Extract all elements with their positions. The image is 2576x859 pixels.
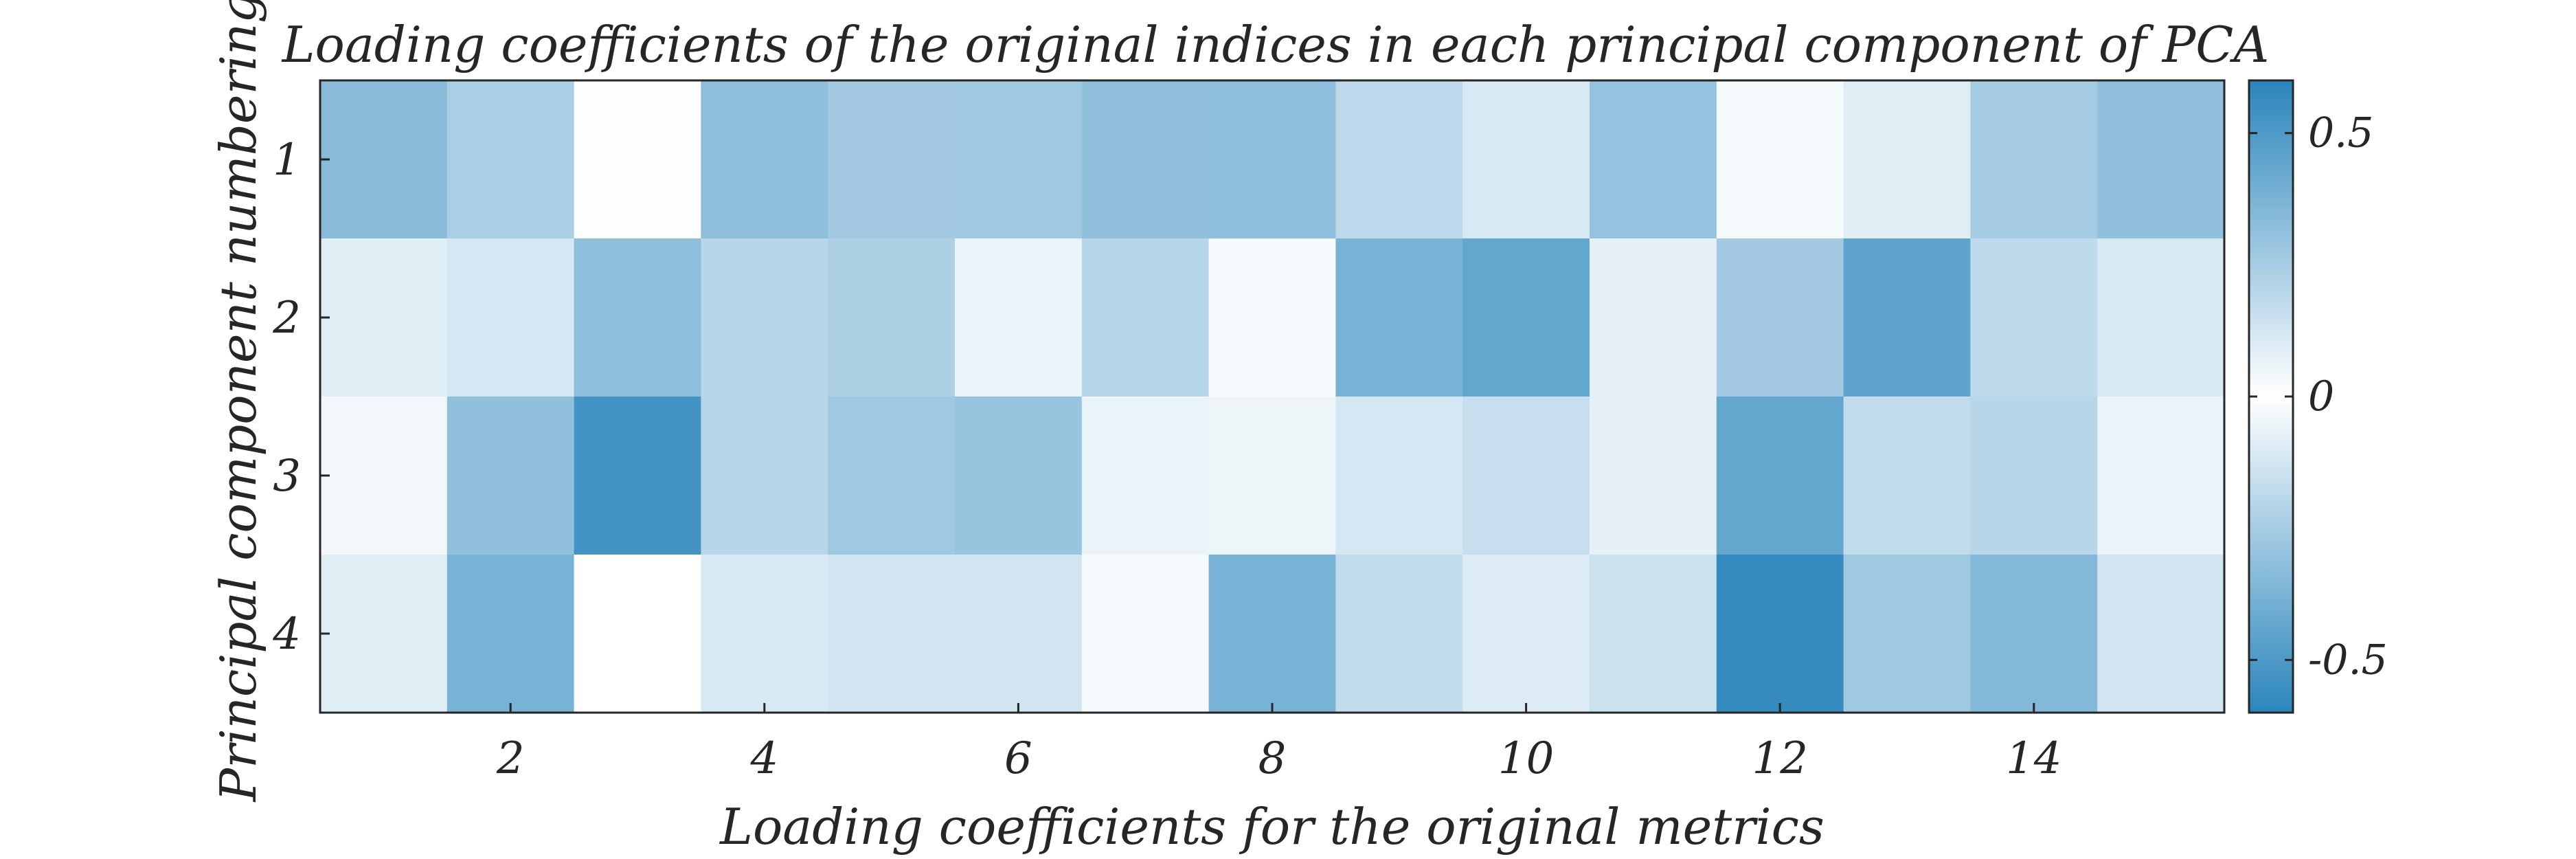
heatmap-cell-r4-c6 <box>955 555 1083 713</box>
heatmap-cell-r4-c10 <box>1462 555 1590 713</box>
heatmap-cell-r2-c5 <box>828 238 956 397</box>
heatmap-cell-r2-c4 <box>701 238 828 397</box>
heatmap-cell-r3-c5 <box>828 397 956 555</box>
heatmap-cell-r2-c15 <box>2097 238 2225 397</box>
x-tick-label: 10 <box>1498 733 1554 784</box>
heatmap-cell-r3-c2 <box>447 397 575 555</box>
heatmap-cell-r4-c15 <box>2097 555 2225 713</box>
heatmap-cell-r1-c15 <box>2097 80 2225 239</box>
x-tick-label: 12 <box>1752 733 1807 784</box>
heatmap-cell-r3-c15 <box>2097 397 2225 555</box>
heatmap-cell-r3-c14 <box>1970 397 2098 555</box>
heatmap-cell-r4-c14 <box>1970 555 2098 713</box>
heatmap-cell-r3-c12 <box>1716 397 1844 555</box>
heatmap-cell-r4-c7 <box>1081 555 1210 713</box>
heatmap-cell-r1-c4 <box>701 80 828 239</box>
heatmap-cell-r1-c2 <box>447 80 575 239</box>
y-axis-ticks: 1 2 3 4 <box>272 135 330 660</box>
heatmap-cell-r1-c1 <box>320 80 448 239</box>
heatmap-cell-r2-c9 <box>1335 238 1463 397</box>
heatmap-cell-r3-c10 <box>1462 397 1590 555</box>
heatmap-cell-r1-c7 <box>1081 80 1210 239</box>
heatmap-cell-r4-c3 <box>574 555 701 713</box>
y-tick-label: 2 <box>272 293 301 344</box>
y-tick-label: 1 <box>273 135 301 186</box>
colorbar-tick-label: 0 <box>2308 372 2334 421</box>
heatmap-cell-r2-c11 <box>1590 238 1717 397</box>
heatmap-cell-r4-c12 <box>1716 555 1844 713</box>
x-tick-label: 8 <box>1258 733 1287 784</box>
heatmap-cell-r2-c13 <box>1843 238 1971 397</box>
chart-title: Loading coefficients of the original ind… <box>281 16 2270 74</box>
x-axis-ticks: 2 4 6 8 10 12 14 <box>496 703 2062 784</box>
heatmap-cell-r4-c5 <box>828 555 956 713</box>
heatmap-cell-r1-c13 <box>1843 80 1971 239</box>
heatmap-cell-r4-c8 <box>1208 555 1336 713</box>
heatmap-cell-r2-c14 <box>1970 238 2098 397</box>
heatmap-cell-r2-c7 <box>1081 238 1210 397</box>
heatmap-cell-r3-c9 <box>1335 397 1463 555</box>
heatmap-cell-r1-c10 <box>1462 80 1590 239</box>
y-tick-label: 3 <box>273 451 301 502</box>
heatmap-cell-r1-c3 <box>574 80 701 239</box>
heatmap-cell-r1-c5 <box>828 80 956 239</box>
heatmap-cell-r4-c9 <box>1335 555 1463 713</box>
heatmap-cell-r2-c3 <box>574 238 701 397</box>
heatmap-cell-r4-c2 <box>447 555 575 713</box>
x-tick-label: 14 <box>2006 733 2061 784</box>
heatmap-cell-r2-c1 <box>320 238 448 397</box>
heatmap-cell-r2-c6 <box>955 238 1083 397</box>
heatmap-cell-r2-c8 <box>1208 238 1336 397</box>
colorbar-ticks: 0.5 0 -0.5 <box>2249 109 2388 684</box>
x-axis-label: Loading coefficients for the original me… <box>719 798 1824 856</box>
x-tick-label: 6 <box>1004 733 1032 784</box>
x-tick-label: 4 <box>749 733 778 784</box>
y-tick-label: 4 <box>272 609 301 660</box>
heatmap-cell-r2-c10 <box>1462 238 1590 397</box>
heatmap-cell-r2-c2 <box>447 238 575 397</box>
heatmap-cell-r3-c11 <box>1590 397 1717 555</box>
heatmap-cell-r3-c6 <box>955 397 1083 555</box>
heatmap-cell-r1-c6 <box>955 80 1083 239</box>
x-tick-label: 2 <box>496 733 525 784</box>
heatmap-cell-r4-c1 <box>320 555 448 713</box>
heatmap-cell-r4-c4 <box>701 555 828 713</box>
heatmap-cell-r1-c14 <box>1970 80 2098 239</box>
heatmap-cell-r4-c13 <box>1843 555 1971 713</box>
heatmap-cell-r1-c8 <box>1208 80 1336 239</box>
colorbar-tick-label: 0.5 <box>2308 109 2373 157</box>
heatmap-cell-r4-c11 <box>1590 555 1717 713</box>
heatmap-cell-r1-c9 <box>1335 80 1463 239</box>
heatmap-cell-r2-c12 <box>1716 238 1844 397</box>
heatmap-cell-r1-c11 <box>1590 80 1717 239</box>
heatmap-cell-r3-c4 <box>701 397 828 555</box>
heatmap-cell-r3-c3 <box>574 397 701 555</box>
y-axis-label: Principal component numbering <box>210 0 267 803</box>
heatmap-cell-r3-c8 <box>1208 397 1336 555</box>
heatmap-cell-r3-c13 <box>1843 397 1971 555</box>
heatmap-cell-r3-c1 <box>320 397 448 555</box>
colorbar-tick-label: -0.5 <box>2308 636 2388 684</box>
heatmap-cells <box>320 80 2225 713</box>
heatmap-cell-r1-c12 <box>1716 80 1844 239</box>
heatmap-cell-r3-c7 <box>1081 397 1210 555</box>
